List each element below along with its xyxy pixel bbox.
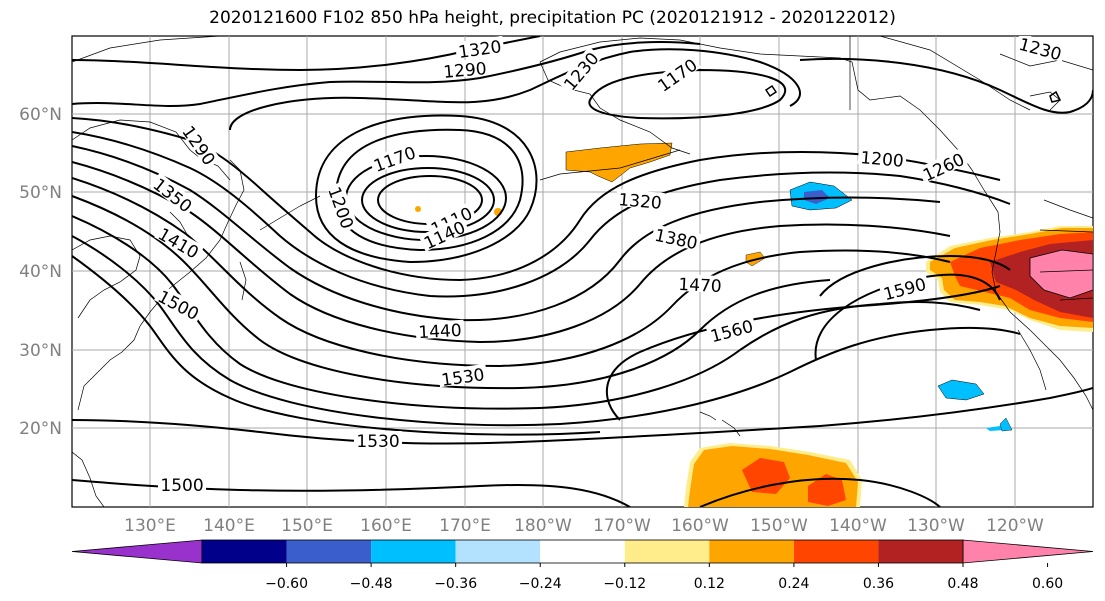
precip-patch-baja-small2	[999, 417, 1013, 432]
colorbar-tick-label: −0.36	[434, 576, 477, 592]
precip-patch-california-pink	[1029, 249, 1093, 299]
longitude-label: 150°W	[750, 516, 808, 536]
longitude-label: 120°W	[986, 516, 1044, 536]
precip-patch-pacific-red1	[742, 458, 790, 494]
longitude-label: 130°W	[907, 516, 965, 536]
contour-label: 1200	[857, 146, 907, 172]
colorbar-tick-label: −0.24	[519, 576, 562, 592]
latitude-label: 60°N	[19, 105, 62, 125]
latitude-label: 50°N	[19, 183, 62, 203]
colorbar-segment	[793, 540, 879, 563]
latitude-label: 40°N	[19, 262, 62, 282]
colorbar-segment	[624, 540, 710, 563]
colorbar-tick-label: 0.36	[863, 576, 894, 592]
colorbar-segment	[286, 540, 372, 563]
colorbar	[71, 539, 1094, 564]
contour-label-text: 1470	[678, 275, 722, 297]
latitude-label: 30°N	[19, 341, 62, 361]
colorbar-tick-label: −0.60	[265, 576, 308, 592]
colorbar-segment	[202, 540, 287, 563]
latitude-labels: 60°N 50°N 40°N 30°N 20°N	[19, 105, 62, 439]
contour-label: 1530	[354, 431, 402, 452]
colorbar-extend-min	[71, 539, 203, 564]
contour-label-text: 1500	[160, 476, 203, 496]
colorbar-tick-label: −0.48	[350, 576, 393, 592]
height-contours	[72, 36, 1093, 507]
contour-low-5	[314, 114, 538, 264]
precip-patch-gulf-darkblue	[804, 190, 830, 204]
colorbar-tick-label: 0.48	[947, 576, 978, 592]
longitude-label: 140°E	[203, 516, 255, 536]
colorbar-segment	[540, 540, 625, 563]
precip-patch-pacific-red2	[808, 474, 846, 506]
precip-patch-baja-blue	[937, 379, 985, 401]
contour-small-loop	[764, 84, 778, 98]
contour-label: 1440	[415, 319, 465, 343]
colorbar-segment	[878, 540, 963, 563]
longitude-label: 140°W	[829, 516, 887, 536]
longitude-label: 180°W	[514, 516, 572, 536]
colorbar-extend-max	[962, 539, 1094, 564]
contour-label: 1500	[158, 475, 206, 496]
colorbar-segment	[371, 540, 456, 563]
longitude-label: 160°W	[671, 516, 729, 536]
colorbar-tick-labels: −0.60 −0.48 −0.36 −0.24 −0.12 0.12 0.24 0.36 0.4…	[265, 563, 1063, 592]
latitude-label: 20°N	[19, 419, 62, 439]
colorbar-tick-label: 0.12	[694, 576, 725, 592]
longitude-label: 130°E	[124, 516, 176, 536]
colorbar-tick-label: 0.60	[1032, 576, 1063, 592]
longitude-label: 160°E	[360, 516, 412, 536]
longitude-labels: 130°E 140°E 150°E 160°E 170°E 180°W 170°W 160°W…	[124, 516, 1044, 536]
longitude-label: 170°W	[593, 516, 651, 536]
contour-label-text: 1440	[418, 321, 462, 343]
colorbar-segment	[709, 540, 794, 563]
contour-label-text: 1530	[356, 432, 399, 452]
precip-patch-baja-small	[986, 426, 1004, 431]
colorbar-tick-label: 0.24	[778, 576, 809, 592]
contour-low-4	[334, 128, 524, 252]
longitude-label: 170°E	[439, 516, 491, 536]
contour-label: 1470	[675, 273, 725, 297]
page-title: 2020121600 F102 850 hPa height, precipit…	[209, 8, 896, 28]
longitude-label: 150°E	[281, 516, 333, 536]
precip-dot-1	[415, 206, 421, 212]
contour-label-text: 1200	[860, 148, 905, 172]
contour-label: 1290	[440, 57, 490, 83]
contour-label-text: 1290	[443, 59, 488, 83]
contour-label-text: 1320	[618, 190, 663, 214]
colorbar-tick-label: −0.12	[603, 576, 646, 592]
contour-small-loop-2	[1049, 90, 1062, 103]
precipitation-fill	[415, 142, 1093, 507]
colorbar-segment	[455, 540, 541, 563]
contour-label: 1320	[615, 188, 665, 214]
